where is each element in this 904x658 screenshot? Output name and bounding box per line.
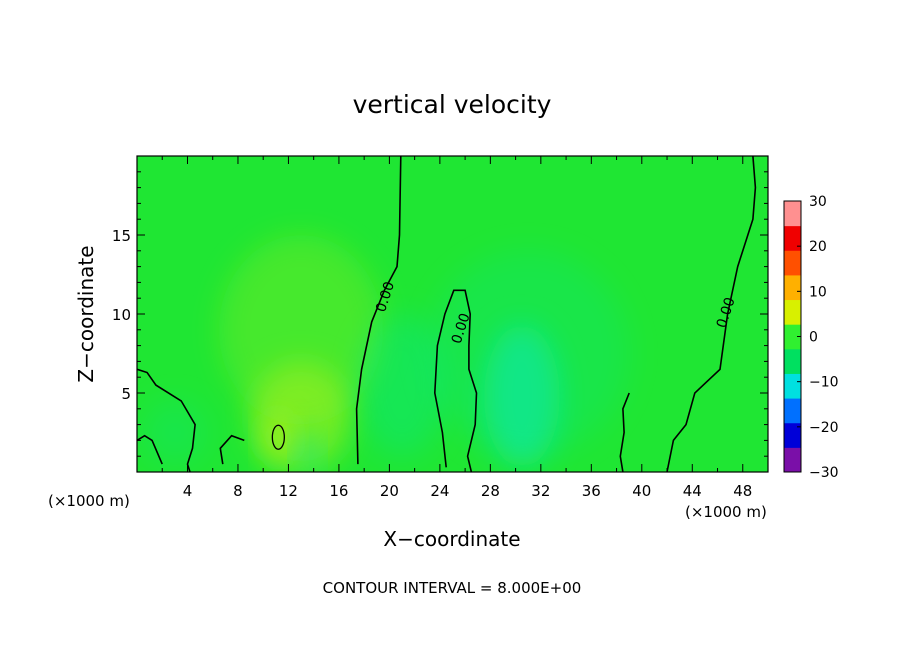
colorbar-tick-label: 30 bbox=[809, 194, 827, 210]
colorbar-tick-label: −10 bbox=[809, 375, 839, 391]
chart-title: vertical velocity bbox=[353, 90, 552, 119]
colorbar-segment bbox=[784, 398, 801, 424]
field-blob bbox=[263, 411, 294, 463]
x-tick-label: 8 bbox=[233, 482, 243, 500]
x-tick-label: 12 bbox=[279, 482, 298, 500]
field-blob bbox=[143, 400, 207, 465]
colorbar-segment bbox=[784, 447, 801, 473]
colorbar-segment bbox=[784, 201, 801, 227]
colorbar-segment bbox=[784, 299, 801, 325]
contour-line bbox=[137, 368, 196, 472]
colorbar-segment bbox=[784, 373, 801, 399]
x-tick-label: 36 bbox=[582, 482, 601, 500]
colorbar-segment bbox=[784, 422, 801, 448]
colorbar-tick-label: 10 bbox=[809, 284, 827, 300]
contour-line bbox=[433, 289, 478, 472]
colorbar-tick-label: −30 bbox=[809, 465, 839, 481]
colorbar-tick-label: 20 bbox=[809, 239, 827, 255]
contour-line bbox=[619, 392, 630, 472]
contour-line bbox=[355, 156, 402, 465]
x-tick-label: 4 bbox=[183, 482, 193, 500]
colorbar-segment bbox=[784, 348, 801, 374]
colorbar: 30 20 10 0 −10 −20 −30 bbox=[783, 194, 839, 481]
x-tick-label: 20 bbox=[380, 482, 399, 500]
x-tick-label: 40 bbox=[632, 482, 651, 500]
field-layer bbox=[143, 234, 630, 472]
colorbar-segment bbox=[784, 324, 801, 350]
x-tick-label: 44 bbox=[683, 482, 702, 500]
colorbar-segment bbox=[784, 250, 801, 276]
x-tick-label: 24 bbox=[430, 482, 449, 500]
contour-line bbox=[219, 434, 245, 465]
field-blob bbox=[427, 250, 630, 457]
field-blob bbox=[219, 234, 384, 425]
y-tick-label: 5 bbox=[121, 385, 131, 403]
x-unit-left: (×1000 m) bbox=[48, 492, 130, 510]
y-tick-label: 15 bbox=[112, 227, 131, 245]
x-unit-right: (×1000 m) bbox=[685, 503, 767, 521]
contour-loop bbox=[271, 424, 285, 450]
colorbar-segment bbox=[784, 274, 801, 301]
contour-line bbox=[137, 434, 163, 465]
contour-line bbox=[666, 156, 757, 472]
colorbar-segment bbox=[784, 225, 801, 251]
x-tick-label: 16 bbox=[329, 482, 348, 500]
y-tick-label: 10 bbox=[112, 306, 131, 324]
colorbar-tick-label: 0 bbox=[809, 330, 818, 346]
y-axis-label: Z−coordinate bbox=[74, 245, 98, 382]
contour-layer bbox=[137, 156, 757, 472]
field-blob bbox=[357, 314, 447, 457]
x-tick-label: 48 bbox=[733, 482, 752, 500]
contour-interval-footer: CONTOUR INTERVAL = 8.000E+00 bbox=[323, 579, 582, 597]
colorbar-tick-label: −20 bbox=[809, 420, 839, 436]
field-blob bbox=[297, 434, 318, 472]
x-tick-label: 28 bbox=[481, 482, 500, 500]
x-axis-label: X−coordinate bbox=[383, 527, 520, 551]
x-tick-label: 32 bbox=[531, 482, 550, 500]
